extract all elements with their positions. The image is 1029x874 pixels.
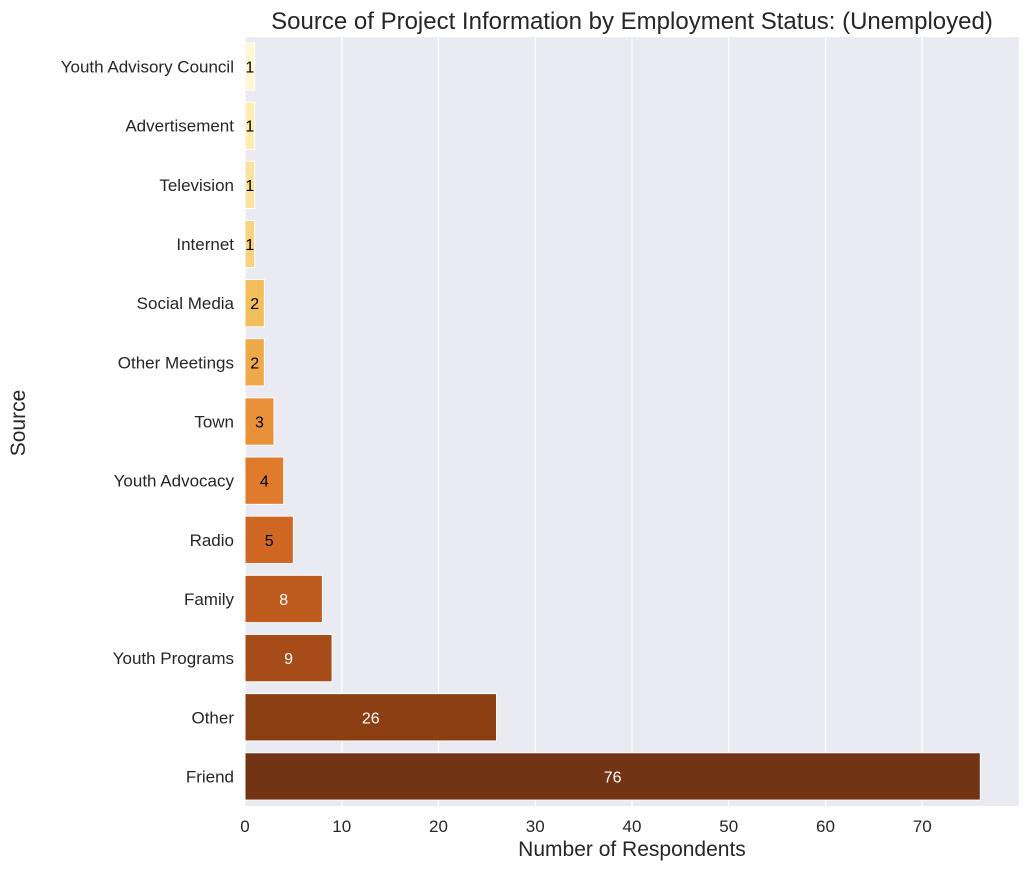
bar-value-label: 4 (260, 474, 269, 491)
bars (244, 42, 981, 801)
y-tick-label: Advertisement (125, 117, 234, 136)
bar (244, 752, 981, 801)
x-tick-label: 40 (623, 817, 642, 836)
bar-value-label: 76 (604, 769, 622, 786)
x-tick-label: 30 (526, 817, 545, 836)
x-tick-label: 50 (719, 817, 738, 836)
y-tick-label: Youth Programs (113, 649, 234, 668)
y-tick-label: Town (194, 413, 234, 432)
bar (244, 574, 323, 624)
bar (244, 338, 265, 387)
bar (244, 219, 256, 269)
bar (244, 101, 256, 150)
bar (244, 279, 265, 328)
y-tick-label: Youth Advocacy (114, 472, 235, 491)
x-tick-label: 10 (332, 817, 351, 836)
bar-value-label: 2 (250, 355, 259, 372)
y-tick-label: Social Media (137, 294, 235, 313)
bar-value-label: 3 (255, 415, 264, 432)
bar (244, 42, 256, 91)
chart-title: Source of Project Information by Employm… (271, 8, 993, 35)
value-labels: 1 1 1 1 2 2 3 4 5 8 9 26 76 (245, 60, 621, 787)
y-tick-label: Other (191, 708, 234, 727)
y-tick-label: Internet (176, 235, 234, 254)
x-tick-labels: 0 10 20 30 40 50 60 70 (240, 817, 931, 836)
bar-value-label: 8 (279, 592, 288, 609)
bar (244, 693, 498, 742)
bar (244, 160, 256, 210)
bar (244, 397, 275, 446)
bar (244, 633, 333, 683)
y-axis-label: Source (7, 390, 30, 457)
y-tick-label: Family (184, 590, 235, 609)
x-tick-label: 70 (913, 817, 932, 836)
y-tick-label: Friend (186, 767, 234, 786)
bar-value-label: 1 (245, 178, 254, 195)
bar-value-label: 26 (362, 710, 380, 727)
bar-value-label: 9 (284, 651, 293, 668)
bar-value-label: 2 (250, 296, 259, 313)
bar-value-label: 5 (265, 533, 274, 550)
y-tick-label: Radio (190, 531, 234, 550)
y-tick-label: Other Meetings (118, 353, 234, 372)
x-axis-label: Number of Respondents (518, 838, 746, 861)
bar-value-label: 1 (245, 237, 254, 254)
bar (244, 456, 285, 505)
y-tick-label: Youth Advisory Council (61, 58, 234, 77)
y-tick-labels: Youth Advisory Council Advertisement Telev… (61, 58, 235, 787)
x-tick-label: 20 (429, 817, 448, 836)
bar (244, 515, 294, 564)
y-tick-label: Television (159, 176, 234, 195)
bar-value-label: 1 (245, 60, 254, 77)
x-tick-label: 60 (816, 817, 835, 836)
bar-value-label: 1 (245, 119, 254, 136)
x-tick-label: 0 (240, 817, 249, 836)
